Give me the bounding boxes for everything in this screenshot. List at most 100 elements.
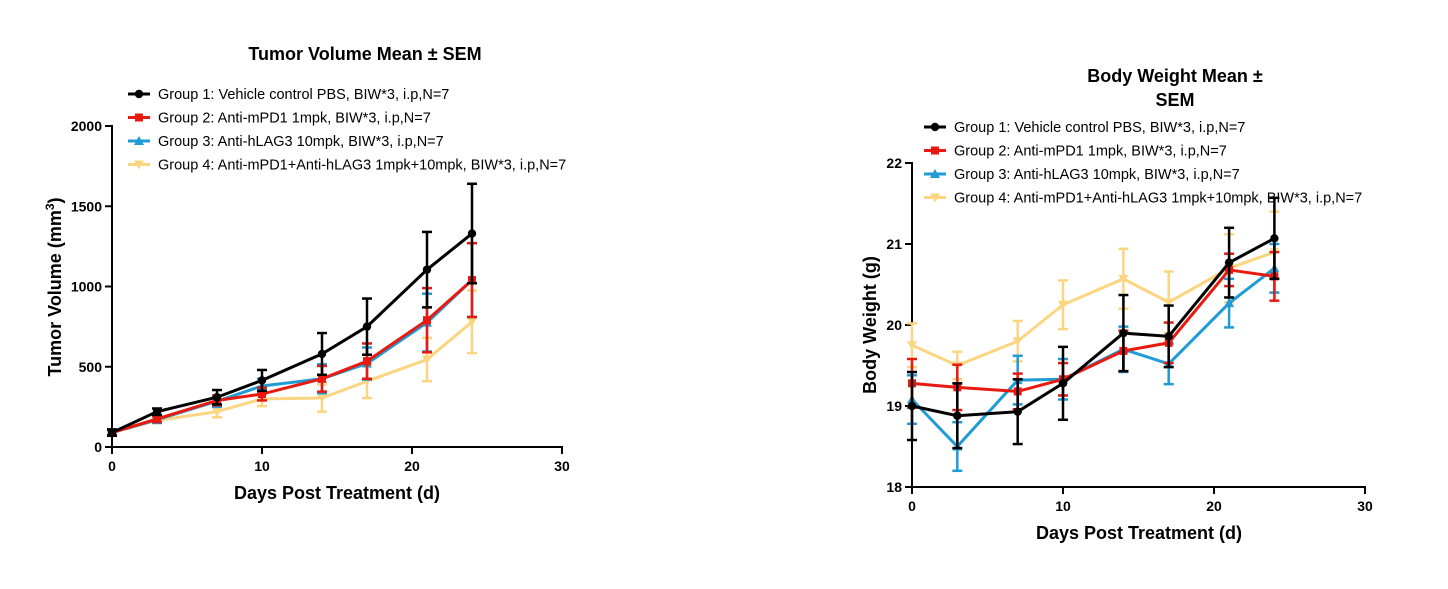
weight-series-2 xyxy=(907,250,1280,412)
tumor-series-4 xyxy=(107,289,477,438)
tumor-data-point xyxy=(212,393,222,402)
tumor-x-axis-label: Days Post Treatment (d) xyxy=(234,483,440,503)
weight-data-point xyxy=(1058,379,1068,388)
weight-plot: 18 19 20 21 22 0 10 20 30 xyxy=(886,155,1373,514)
tumor-data-point xyxy=(467,317,477,327)
tumor-series-line xyxy=(111,232,473,434)
weight-legend-label: Group 3: Anti-hLAG3 10mpk, BIW*3, i.p,N=… xyxy=(954,167,1240,183)
tumor-data-point xyxy=(363,357,371,366)
weight-series-line xyxy=(911,268,1275,393)
weight-chart-title-line1: Body Weight Mean ± xyxy=(1087,66,1263,86)
tumor-legend-marker xyxy=(134,89,144,99)
weight-legend-label: Group 2: Anti-mPD1 1mpk, BIW*3, i.p,N=7 xyxy=(954,144,1227,160)
tumor-data-point xyxy=(257,376,267,385)
tumor-volume-chart: Tumor Volume Mean ± SEM Group 1: Vehicle… xyxy=(43,44,570,503)
tumor-data-point xyxy=(107,428,117,437)
weight-data-point xyxy=(907,401,917,411)
weight-y-tick-label: 22 xyxy=(886,155,902,171)
tumor-legend-label: Group 1: Vehicle control PBS, BIW*3, i.p… xyxy=(158,87,449,103)
tumor-legend-item-4: Group 4: Anti-mPD1+Anti-hLAG3 1mpk+10mpk… xyxy=(128,158,566,174)
tumor-chart-title: Tumor Volume Mean ± SEM xyxy=(248,44,481,64)
weight-legend-label: Group 4: Anti-mPD1+Anti-hLAG3 1mpk+10mpk… xyxy=(954,191,1362,207)
tumor-data-point xyxy=(422,265,432,274)
tumor-data-point xyxy=(422,355,432,365)
weight-data-point xyxy=(1270,234,1279,243)
tumor-x-tick-label: 20 xyxy=(404,458,420,474)
weight-legend-item-2: Group 2: Anti-mPD1 1mpk, BIW*3, i.p,N=7 xyxy=(924,144,1227,160)
weight-series-1 xyxy=(907,196,1280,450)
weight-legend-label: Group 1: Vehicle control PBS, BIW*3, i.p… xyxy=(954,120,1245,136)
weight-legend-marker xyxy=(931,146,939,155)
weight-data-point xyxy=(1163,298,1174,308)
tumor-y-tick-label: 2000 xyxy=(71,118,102,134)
weight-data-point xyxy=(1058,300,1068,310)
weight-legend-item-3: Group 3: Anti-hLAG3 10mpk, BIW*3, i.p,N=… xyxy=(924,167,1240,183)
tumor-series-2 xyxy=(107,241,477,437)
tumor-legend-marker xyxy=(135,113,143,122)
tumor-data-point xyxy=(362,322,372,331)
weight-data-point xyxy=(1013,407,1022,416)
weight-legend-marker xyxy=(930,122,940,132)
tumor-legend-marker xyxy=(134,160,144,170)
tumor-legend-label: Group 4: Anti-mPD1+Anti-hLAG3 1mpk+10mpk… xyxy=(158,158,566,174)
weight-data-point xyxy=(1224,298,1235,308)
tumor-legend-label: Group 3: Anti-hLAG3 10mpk, BIW*3, i.p,N=… xyxy=(158,134,444,150)
tumor-y-axis-label-close: ) xyxy=(45,197,65,203)
tumor-legend: Group 1: Vehicle control PBS, BIW*3, i.p… xyxy=(128,87,566,174)
weight-data-point xyxy=(1119,328,1128,338)
weight-data-point xyxy=(1164,332,1173,341)
tumor-legend-item-2: Group 2: Anti-mPD1 1mpk, BIW*3, i.p,N=7 xyxy=(128,111,431,127)
weight-series-4 xyxy=(907,210,1280,381)
weight-legend-item-1: Group 1: Vehicle control PBS, BIW*3, i.p… xyxy=(924,120,1245,136)
weight-legend-item-4: Group 4: Anti-mPD1+Anti-hLAG3 1mpk+10mpk… xyxy=(924,191,1362,207)
tumor-series-line xyxy=(111,278,473,434)
weight-data-point xyxy=(1224,258,1234,267)
tumor-y-tick-label: 0 xyxy=(94,439,102,455)
weight-legend-marker xyxy=(930,193,940,203)
tumor-x-tick-label: 30 xyxy=(554,458,570,474)
tumor-series-1 xyxy=(107,182,477,438)
weight-x-tick-label: 30 xyxy=(1357,498,1373,514)
tumor-series-line xyxy=(111,320,473,435)
tumor-series-3 xyxy=(107,241,477,437)
weight-y-tick-label: 20 xyxy=(886,317,902,333)
tumor-data-point xyxy=(212,407,222,417)
tumor-data-point xyxy=(317,394,327,404)
tumor-legend-item-3: Group 3: Anti-hLAG3 10mpk, BIW*3, i.p,N=… xyxy=(128,134,444,150)
body-weight-chart: Body Weight Mean ± SEM Group 1: Vehicle … xyxy=(860,66,1373,543)
weight-data-point xyxy=(1012,337,1023,347)
tumor-data-point xyxy=(153,414,161,423)
weight-data-point xyxy=(953,411,962,420)
weight-series-line xyxy=(911,250,1275,368)
weight-legend: Group 1: Vehicle control PBS, BIW*3, i.p… xyxy=(924,120,1362,207)
tumor-data-point xyxy=(423,316,431,325)
weight-x-tick-label: 20 xyxy=(1206,498,1222,514)
weight-x-tick-label: 0 xyxy=(908,498,916,514)
tumor-data-point xyxy=(318,374,326,383)
tumor-y-axis-label-main: Tumor Volume (mm xyxy=(45,210,65,376)
weight-x-axis-label: Days Post Treatment (d) xyxy=(1036,523,1242,543)
weight-y-tick-label: 18 xyxy=(886,479,902,495)
tumor-legend-label: Group 2: Anti-mPD1 1mpk, BIW*3, i.p,N=7 xyxy=(158,111,431,127)
tumor-data-point xyxy=(258,390,266,399)
weight-x-tick-label: 10 xyxy=(1055,498,1071,514)
weight-y-tick-label: 19 xyxy=(886,398,902,414)
weight-series-line xyxy=(911,237,1276,418)
tumor-legend-item-1: Group 1: Vehicle control PBS, BIW*3, i.p… xyxy=(128,87,449,103)
tumor-y-tick-label: 1500 xyxy=(71,198,102,214)
weight-data-point xyxy=(907,341,917,351)
tumor-y-tick-label: 500 xyxy=(79,359,103,375)
tumor-x-tick-label: 10 xyxy=(254,458,270,474)
tumor-x-tick-label: 0 xyxy=(108,458,116,474)
weight-y-tick-label: 21 xyxy=(886,236,902,252)
weight-chart-title-line2: SEM xyxy=(1155,90,1194,110)
tumor-y-axis-label-superscript: 3 xyxy=(43,203,57,210)
tumor-data-point xyxy=(317,349,327,359)
tumor-legend-marker xyxy=(134,136,144,145)
tumor-plot: 0 500 1000 1500 2000 0 10 20 30 xyxy=(71,118,570,474)
tumor-data-point xyxy=(467,229,477,238)
weight-data-point xyxy=(1118,274,1129,284)
weight-legend-marker xyxy=(930,169,940,178)
tumor-y-axis-label: Tumor Volume (mm3) xyxy=(43,197,65,376)
